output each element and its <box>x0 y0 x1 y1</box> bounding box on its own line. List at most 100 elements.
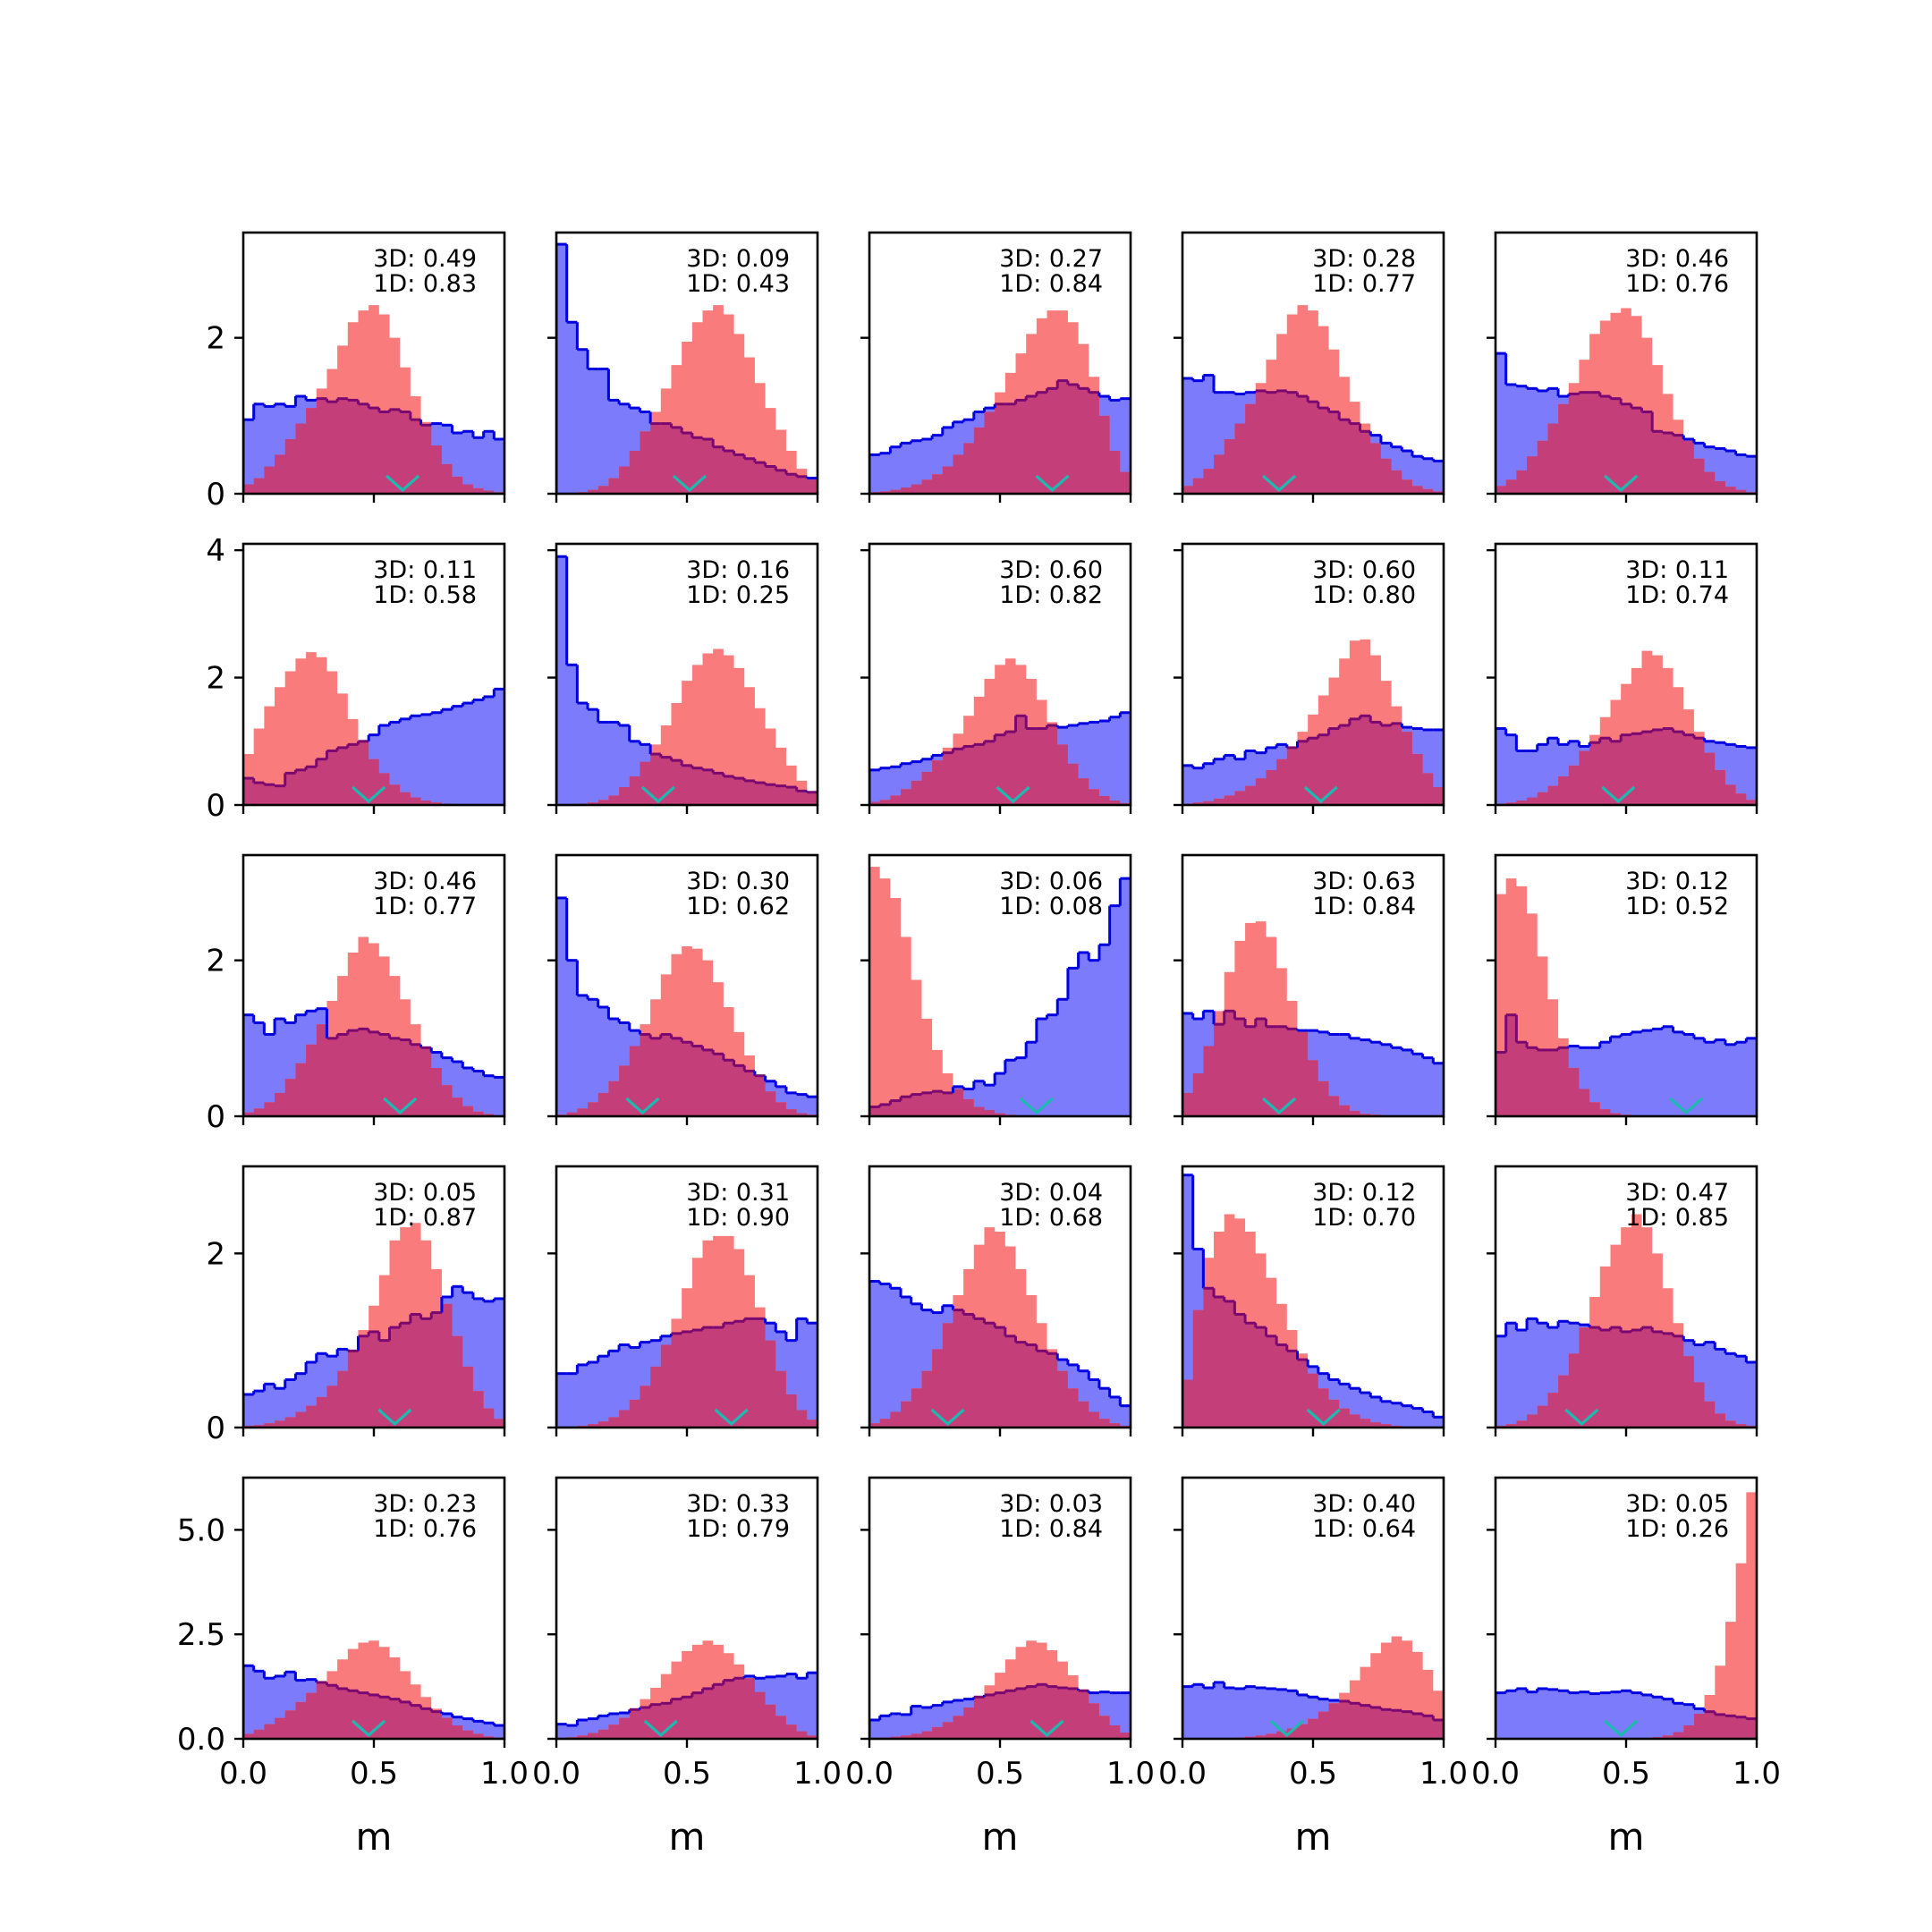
overlap-region <box>556 1678 818 1739</box>
label-3d: 3D: 0.33 <box>686 1490 790 1518</box>
y-tick-label: 0 <box>206 1099 225 1135</box>
label-1d: 1D: 0.85 <box>1625 1204 1729 1232</box>
label-3d: 3D: 0.60 <box>999 556 1103 584</box>
plot-area <box>243 1640 504 1739</box>
overlap-region <box>869 1089 1131 1116</box>
label-1d: 1D: 0.84 <box>999 1515 1103 1543</box>
mean-marker-icon <box>1669 1097 1704 1115</box>
mean-marker-icon <box>1261 1097 1297 1115</box>
y-tick-label: 0.0 <box>177 1722 225 1758</box>
mean-marker-icon <box>1269 1719 1304 1738</box>
label-3d: 3D: 0.12 <box>1312 1179 1416 1207</box>
overlap-region <box>556 1318 818 1428</box>
overlap-region <box>869 716 1131 805</box>
plot-area <box>243 1223 504 1428</box>
mean-marker-icon <box>625 1097 660 1115</box>
label-1d: 1D: 0.26 <box>1625 1515 1729 1543</box>
overlap-region <box>1496 392 1757 494</box>
mean-marker-icon <box>1306 1408 1341 1427</box>
overlap-region <box>869 1684 1131 1739</box>
mean-marker-icon <box>352 1719 386 1738</box>
series-3d-histogram <box>556 897 818 1116</box>
x-tick-label: 0.0 <box>845 1756 894 1792</box>
plot-area <box>869 658 1131 805</box>
x-tick-label: 0.0 <box>532 1756 580 1792</box>
overlap-region <box>243 1682 504 1739</box>
overlap-region <box>1182 716 1444 805</box>
series-1d-histogram <box>556 648 818 805</box>
label-3d: 3D: 0.05 <box>1625 1490 1729 1518</box>
label-3d: 3D: 0.27 <box>999 245 1103 273</box>
x-tick-label: 1.0 <box>480 1756 529 1792</box>
y-tick-label: 0 <box>206 477 225 513</box>
plot-area <box>869 1640 1131 1739</box>
label-1d: 1D: 0.76 <box>373 1515 477 1543</box>
y-tick-label: 2 <box>206 1236 225 1272</box>
mean-marker-icon <box>1604 474 1639 493</box>
label-1d: 1D: 0.77 <box>1312 270 1416 298</box>
y-tick-label: 2.5 <box>177 1617 225 1653</box>
plot-area <box>243 652 504 805</box>
x-tick-label: 0.5 <box>976 1756 1024 1792</box>
label-3d: 3D: 0.11 <box>373 556 477 584</box>
y-tick-label: 5.0 <box>177 1513 225 1548</box>
overlap-region <box>243 1024 504 1116</box>
plot-area <box>556 555 818 805</box>
label-3d: 3D: 0.23 <box>373 1490 477 1518</box>
label-1d: 1D: 0.25 <box>686 581 790 609</box>
y-tick-label: 2 <box>206 661 225 697</box>
overlap-region <box>1496 1014 1757 1116</box>
x-tick-label: 0.5 <box>1289 1756 1337 1792</box>
overlap-region <box>243 398 504 494</box>
plot-area <box>1182 1636 1444 1739</box>
overlap-region <box>1182 1011 1444 1116</box>
label-1d: 1D: 0.58 <box>373 581 477 609</box>
plot-area <box>1496 878 1757 1116</box>
plot-area <box>1182 305 1444 494</box>
label-1d: 1D: 0.84 <box>1312 893 1416 920</box>
mean-marker-icon <box>996 785 1030 804</box>
label-1d: 1D: 0.52 <box>1625 893 1729 920</box>
label-3d: 3D: 0.12 <box>1625 868 1729 895</box>
label-1d: 1D: 0.90 <box>686 1204 790 1232</box>
overlap-region <box>556 423 818 494</box>
x-tick-label: 1.0 <box>793 1756 842 1792</box>
series-1d-histogram <box>556 305 818 494</box>
label-1d: 1D: 0.08 <box>999 893 1103 920</box>
x-tick-label: 0.0 <box>1158 1756 1207 1792</box>
label-3d: 3D: 0.06 <box>999 868 1103 895</box>
overlap-region <box>1182 390 1444 494</box>
label-3d: 3D: 0.05 <box>373 1179 477 1207</box>
mean-marker-icon <box>930 1408 965 1427</box>
x-tick-label: 0.5 <box>1602 1756 1650 1792</box>
label-1d: 1D: 0.82 <box>999 581 1103 609</box>
label-1d: 1D: 0.80 <box>1312 581 1416 609</box>
label-3d: 3D: 0.46 <box>1625 245 1729 273</box>
x-tick-label: 1.0 <box>1733 1756 1781 1792</box>
label-3d: 3D: 0.03 <box>999 1490 1103 1518</box>
plot-area <box>556 896 818 1116</box>
label-1d: 1D: 0.76 <box>1625 270 1729 298</box>
plot-area <box>1496 1214 1757 1428</box>
label-1d: 1D: 0.68 <box>999 1204 1103 1232</box>
series-1d-histogram <box>869 867 1131 1116</box>
mean-marker-icon <box>1261 474 1297 493</box>
mean-marker-icon <box>377 1408 412 1427</box>
plot-area <box>869 1227 1131 1428</box>
overlap-region <box>1182 1700 1444 1739</box>
label-3d: 3D: 0.46 <box>373 868 477 895</box>
label-3d: 3D: 0.11 <box>1625 556 1729 584</box>
series-1d-histogram <box>1496 1492 1757 1739</box>
